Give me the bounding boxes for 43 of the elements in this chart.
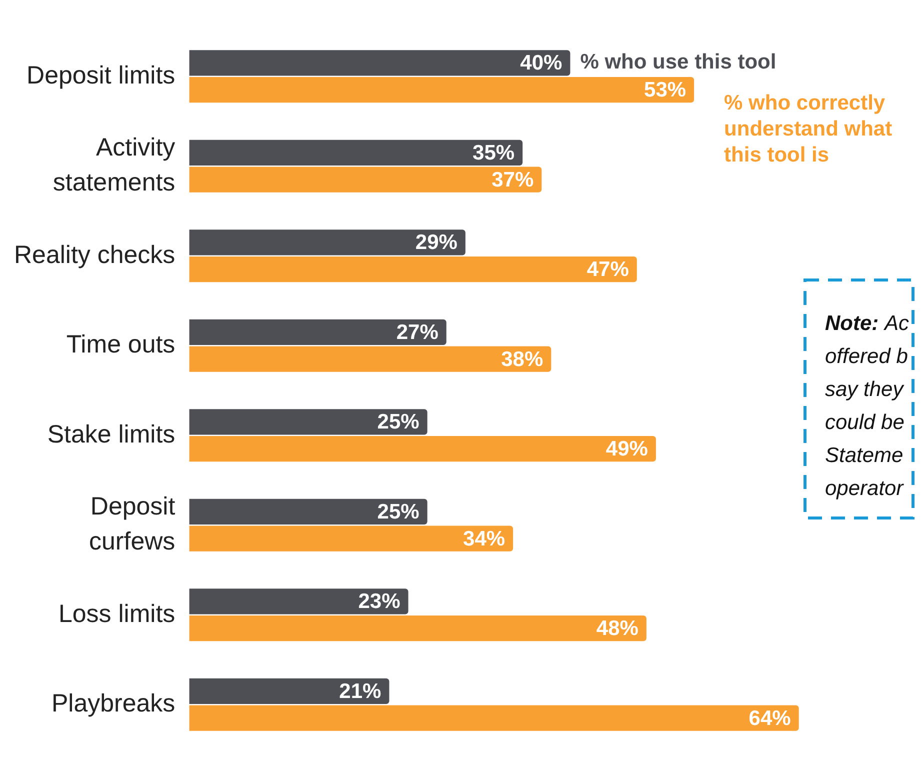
y-tick-label: Playbreaks [52,690,176,718]
y-tick-label: Activity statements [52,134,176,197]
bar [189,140,523,166]
y-tick-label: Time outs [66,330,176,359]
data-label: 29% [415,231,458,254]
data-label: 37% [492,168,534,192]
data-label: 21% [339,680,382,703]
data-label: 25% [377,410,420,434]
series-label: % who use this tool [580,50,776,74]
bar [189,230,466,256]
y-tick-label: Loss limits [58,600,176,628]
data-label: 64% [748,706,792,730]
series-label: % who correctly understand what this tool is [724,92,892,167]
bar [189,616,646,642]
y-tick-label: Deposit curfews [89,492,176,556]
bar [189,588,408,614]
data-label: 38% [501,348,544,371]
bar [189,256,637,282]
data-label: 40% [520,52,563,75]
y-tick-label: Reality checks [14,240,176,269]
text: Note: Ac offered b say they could be Stateme operator [825,312,910,500]
data-label: 49% [606,438,648,461]
bar [189,498,428,524]
bar [189,50,570,76]
bar [189,705,799,731]
y-tick-label: Stake limits [47,420,176,448]
bar [189,166,542,192]
data-label: 34% [463,527,506,550]
data-label: 47% [586,258,630,282]
data-label: 23% [358,590,401,614]
bar [189,526,514,552]
data-label: 35% [472,141,515,164]
bar [189,436,656,462]
bar [189,77,694,103]
bar [189,346,552,372]
bar [189,678,390,704]
y-tick-label: Deposit limits [26,61,176,90]
data-label: 48% [596,617,639,640]
data-label: 27% [396,320,439,344]
bar [189,409,428,435]
data-label: 25% [377,500,420,524]
data-label: 53% [644,78,686,102]
bar [189,319,446,345]
